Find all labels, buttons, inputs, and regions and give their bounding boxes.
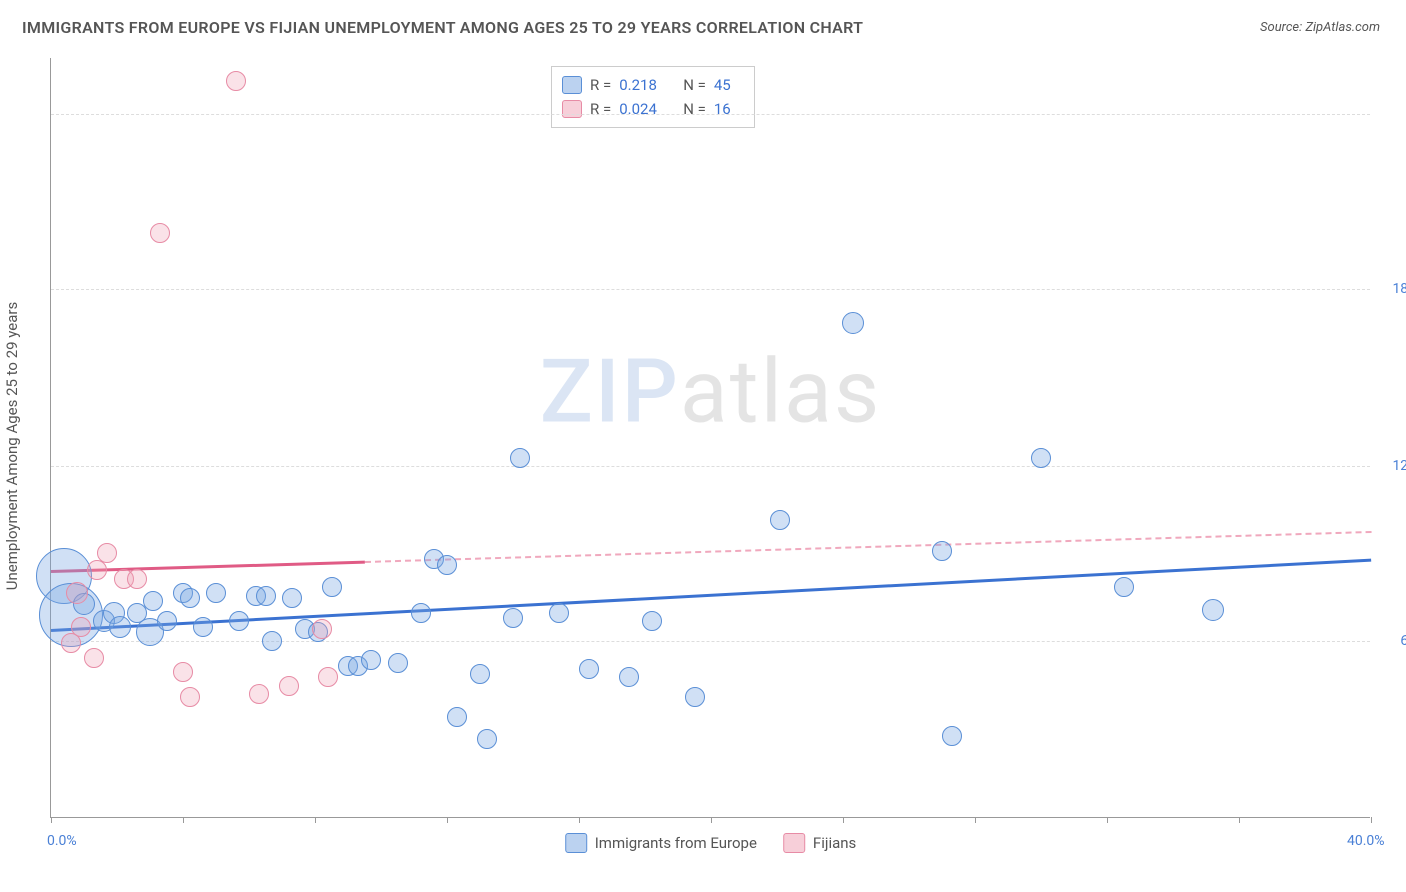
watermark-part-a: ZIP: [540, 340, 680, 443]
data-point: [549, 603, 569, 623]
x-tick-mark: [975, 817, 976, 823]
data-point: [229, 611, 249, 631]
x-tick-mark: [711, 817, 712, 823]
legend-item-series-2: Fijians: [783, 833, 856, 853]
data-point: [193, 617, 213, 637]
trend-line-dashed: [364, 531, 1371, 563]
x-tick-mark: [1371, 817, 1372, 823]
data-point: [842, 312, 864, 334]
series-legend: Immigrants from Europe Fijians: [565, 833, 857, 853]
y-tick-label: 12.5%: [1392, 458, 1406, 474]
n-label: N =: [683, 100, 706, 118]
x-tick-label: 40.0%: [1347, 833, 1385, 849]
data-point: [71, 617, 91, 637]
data-point: [642, 611, 662, 631]
data-point: [262, 631, 282, 651]
data-point: [256, 586, 276, 606]
data-point: [1114, 577, 1134, 597]
scatter-plot: ZIPatlas R = 0.218 N = 45 R = 0.024 N = …: [50, 58, 1370, 818]
correlation-legend: R = 0.218 N = 45 R = 0.024 N = 16: [551, 66, 755, 128]
source-label: Source:: [1260, 20, 1302, 35]
watermark: ZIPatlas: [540, 340, 882, 443]
data-point: [318, 667, 338, 687]
data-point: [1031, 448, 1051, 468]
data-point: [180, 588, 200, 608]
swatch-icon: [562, 76, 582, 94]
x-tick-mark: [315, 817, 316, 823]
data-point: [150, 223, 170, 243]
gridline: [51, 289, 1370, 290]
data-point: [579, 659, 599, 679]
data-point: [173, 662, 193, 682]
y-tick-label: 6.3%: [1400, 633, 1406, 649]
data-point: [447, 707, 467, 727]
legend-item-series-1: Immigrants from Europe: [565, 833, 757, 853]
data-point: [143, 591, 163, 611]
data-point: [470, 664, 490, 684]
source-attribution: Source: ZipAtlas.com: [1260, 20, 1380, 35]
data-point: [685, 687, 705, 707]
legend-row-series-1: R = 0.218 N = 45: [562, 73, 740, 97]
data-point: [942, 726, 962, 746]
x-tick-mark: [1239, 817, 1240, 823]
data-point: [411, 603, 431, 623]
legend-row-series-2: R = 0.024 N = 16: [562, 97, 740, 121]
legend-label: Fijians: [813, 834, 856, 852]
n-value: 45: [714, 76, 740, 94]
gridline: [51, 466, 1370, 467]
data-point: [206, 583, 226, 603]
r-value: 0.024: [619, 100, 675, 118]
data-point: [1202, 599, 1224, 621]
data-point: [437, 555, 457, 575]
data-point: [282, 588, 302, 608]
x-tick-mark: [447, 817, 448, 823]
data-point: [388, 653, 408, 673]
x-tick-mark: [579, 817, 580, 823]
data-point: [477, 729, 497, 749]
data-point: [66, 582, 88, 604]
y-tick-label: 18.8%: [1392, 281, 1406, 297]
r-label: R =: [590, 76, 611, 94]
swatch-icon: [783, 833, 805, 853]
y-axis-label: Unemployment Among Ages 25 to 29 years: [3, 302, 21, 590]
watermark-part-b: atlas: [680, 340, 881, 443]
data-point: [127, 569, 147, 589]
data-point: [619, 667, 639, 687]
gridline: [51, 641, 1370, 642]
data-point: [226, 71, 246, 91]
data-point: [87, 560, 107, 580]
data-point: [510, 448, 530, 468]
x-tick-mark: [843, 817, 844, 823]
data-point: [180, 687, 200, 707]
data-point: [932, 541, 952, 561]
data-point: [312, 619, 332, 639]
legend-label: Immigrants from Europe: [595, 834, 757, 852]
n-label: N =: [683, 76, 706, 94]
n-value: 16: [714, 100, 740, 118]
swatch-icon: [565, 833, 587, 853]
data-point: [322, 577, 342, 597]
r-label: R =: [590, 100, 611, 118]
data-point: [84, 648, 104, 668]
data-point: [61, 633, 81, 653]
x-tick-mark: [51, 817, 52, 823]
data-point: [97, 543, 117, 563]
data-point: [109, 616, 131, 638]
x-tick-label: 0.0%: [47, 833, 77, 849]
r-value: 0.218: [619, 76, 675, 94]
chart-title: IMMIGRANTS FROM EUROPE VS FIJIAN UNEMPLO…: [22, 18, 863, 37]
data-point: [249, 684, 269, 704]
x-tick-mark: [1107, 817, 1108, 823]
data-point: [503, 608, 523, 628]
data-point: [770, 510, 790, 530]
data-point: [157, 611, 177, 631]
data-point: [361, 650, 381, 670]
swatch-icon: [562, 100, 582, 118]
source-value: ZipAtlas.com: [1305, 20, 1380, 35]
x-tick-mark: [183, 817, 184, 823]
data-point: [279, 676, 299, 696]
gridline: [51, 114, 1370, 115]
